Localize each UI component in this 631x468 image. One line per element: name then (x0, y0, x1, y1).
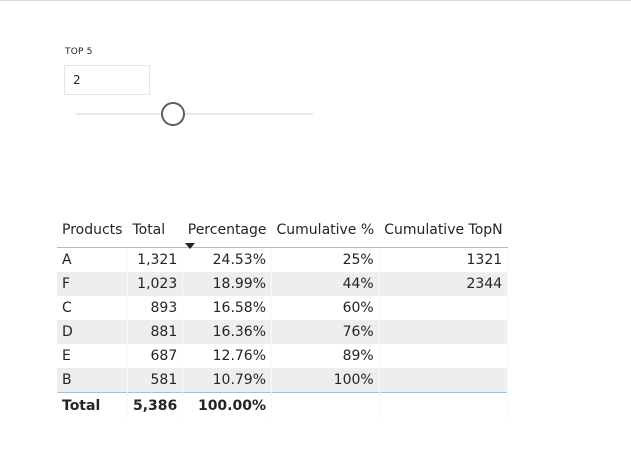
cell-percentage: 12.76% (182, 344, 273, 368)
cell-product: E (57, 344, 128, 368)
cell-product: F (57, 272, 128, 296)
cell-percentage: 16.36% (182, 320, 273, 344)
cell-topn: 1321 (379, 247, 509, 272)
table-total-row: Total 5,386 100.00% (57, 392, 509, 419)
column-header-cumulative-topn[interactable]: Cumulative TopN (379, 213, 508, 248)
cell-total: 1,321 (127, 247, 184, 272)
cell-product: B (57, 368, 128, 393)
slider-thumb[interactable] (161, 102, 185, 126)
column-header-percentage-label: Percentage (187, 222, 267, 238)
cell-topn (379, 344, 509, 368)
column-header-products[interactable]: Products (57, 213, 128, 248)
cell-total: 893 (127, 296, 184, 320)
cell-product: C (57, 296, 128, 320)
column-header-total[interactable]: Total (127, 213, 183, 248)
cell-total: 581 (127, 368, 184, 393)
column-header-percentage[interactable]: Percentage (182, 213, 272, 249)
cell-total-total: 5,386 (127, 392, 184, 419)
table-row: C 893 16.58% 60% (57, 296, 509, 320)
cell-topn (379, 368, 509, 393)
cell-product: A (57, 247, 128, 272)
cell-percentage: 24.53% (182, 247, 273, 272)
table-header-row: Products Total Percentage Cumulative % C… (57, 213, 508, 249)
slicer-title: TOP 5 (65, 47, 93, 57)
products-table: Products Total Percentage Cumulative % C… (57, 213, 509, 419)
sort-descending-icon (184, 243, 195, 249)
cell-total-cumulative (271, 392, 380, 419)
column-header-cumulative-percent[interactable]: Cumulative % (271, 213, 380, 248)
table-row: E 687 12.76% 89% (57, 344, 509, 368)
cell-total-label: Total (57, 392, 128, 419)
cell-product: D (57, 320, 128, 344)
top-n-input[interactable]: 2 (64, 65, 150, 95)
table-row: B 581 10.79% 100% (57, 368, 509, 393)
top-border (0, 0, 631, 1)
cell-topn (379, 320, 509, 344)
cell-cumulative: 89% (271, 344, 380, 368)
cell-cumulative: 76% (271, 320, 380, 344)
cell-total: 881 (127, 320, 184, 344)
slider-track[interactable] (76, 113, 313, 115)
cell-cumulative: 44% (271, 272, 380, 296)
table-row: F 1,023 18.99% 44% 2344 (57, 272, 509, 296)
cell-cumulative: 60% (271, 296, 380, 320)
cell-total-topn (379, 392, 509, 419)
cell-cumulative: 100% (271, 368, 380, 393)
cell-cumulative: 25% (271, 247, 380, 272)
cell-total: 1,023 (127, 272, 184, 296)
cell-total-percentage: 100.00% (182, 392, 273, 419)
cell-topn (379, 296, 509, 320)
cell-percentage: 10.79% (182, 368, 273, 393)
table-row: A 1,321 24.53% 25% 1321 (57, 247, 509, 272)
cell-topn: 2344 (379, 272, 509, 296)
table-row: D 881 16.36% 76% (57, 320, 509, 344)
cell-percentage: 16.58% (182, 296, 273, 320)
cell-total: 687 (127, 344, 184, 368)
cell-percentage: 18.99% (182, 272, 273, 296)
